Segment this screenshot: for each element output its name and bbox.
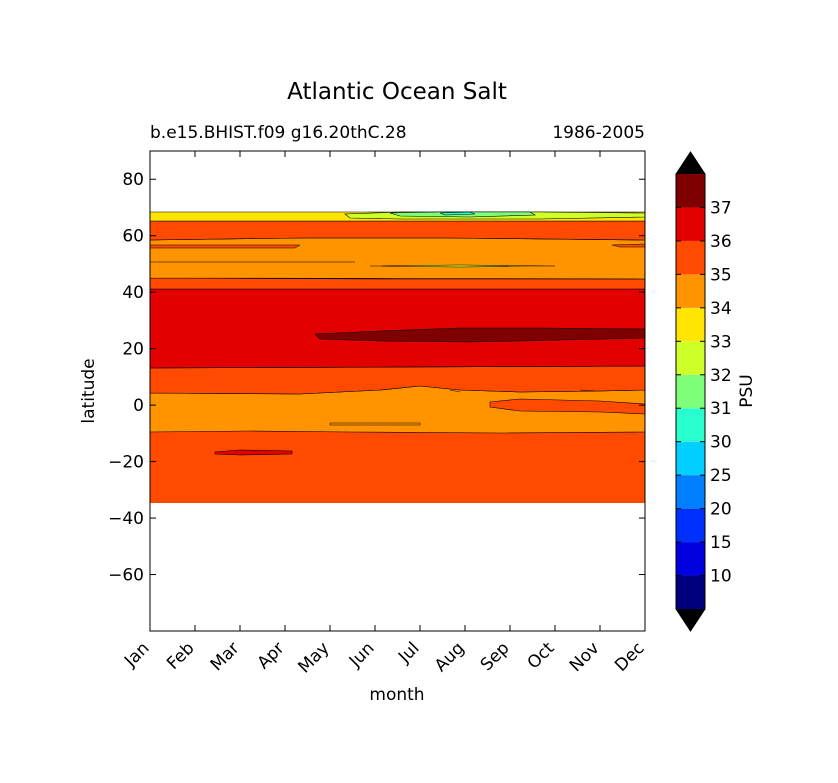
x-tick-label: Feb [163, 638, 198, 673]
feature-35-tongue-east [489, 398, 645, 415]
x-tick-label: Nov [566, 638, 604, 676]
y-tick-label: 80 [122, 170, 144, 190]
chart-subtitle-left: b.e15.BHIST.f09 g16.20thC.28 [150, 123, 407, 143]
y-tick-label: 60 [122, 227, 144, 247]
colorbar-tick-label: 31 [710, 399, 732, 419]
x-tick-label: Jun [345, 638, 379, 672]
feature-35-edge-line [579, 389, 596, 392]
feature-35-lens-south [214, 449, 293, 456]
x-tick-label: Mar [207, 638, 244, 675]
colorbar-segment [676, 575, 705, 609]
band-north-34 [150, 237, 645, 280]
plot-area [150, 151, 645, 631]
chart-subtitle-right: 1986-2005 [552, 123, 645, 143]
colorbar-segment [676, 341, 705, 375]
colorbar-tick-label: 15 [710, 533, 732, 553]
colorbar-tick-label: 25 [710, 466, 732, 486]
colorbar-tick-label: 35 [710, 265, 732, 285]
y-tick-label: 20 [122, 340, 144, 360]
x-tick-label: Dec [611, 638, 648, 675]
colorbar-tick-label: 33 [710, 332, 732, 352]
colorbar-segment [676, 475, 705, 509]
band-equator-35 [150, 365, 645, 395]
band-north-35-lower [150, 277, 645, 290]
band-north-35-upper [150, 220, 645, 241]
colorbar-tick-label: 20 [710, 500, 732, 520]
colorbar-label: PSU [737, 374, 757, 408]
colorbar-segment [676, 542, 705, 576]
y-axis: 80 60 40 20 0 −20 −40 −60 [108, 170, 645, 586]
colorbar-segment [676, 240, 705, 275]
feature-35-edge-line2 [449, 389, 461, 393]
colorbar-segment [676, 174, 705, 208]
x-tick-label: Sep [477, 638, 514, 675]
colorbar-segment [676, 207, 705, 241]
colorbar-tick-label: 34 [710, 299, 732, 319]
feature-33-line [369, 264, 556, 268]
colorbar-tick-label: 10 [710, 567, 732, 587]
y-tick-label: −40 [108, 509, 144, 529]
x-tick-label: Apr [254, 638, 289, 673]
x-tick-label: Aug [431, 638, 469, 676]
y-tick-label: 40 [122, 283, 144, 303]
plot-frame [149, 150, 646, 632]
feature-35-tongue-dec [611, 243, 645, 248]
feature-34-lens-low [329, 422, 421, 426]
colorbar-tick-label: 30 [710, 433, 732, 453]
y-tick-label: −20 [108, 453, 144, 473]
colorbar-outline [675, 151, 706, 632]
colorbar-tick-label: 37 [710, 198, 732, 218]
feature-35-tongue-west [150, 244, 301, 249]
colorbar: 10 15 20 25 30 31 32 33 34 35 36 37 [675, 151, 732, 632]
band-north-30 [439, 211, 476, 216]
y-tick-label: 0 [133, 396, 144, 416]
x-axis-label: month [369, 685, 424, 705]
x-tick-label: Jul [394, 638, 423, 667]
x-tick-label: Oct [524, 638, 559, 673]
colorbar-segment [676, 307, 705, 342]
x-tick-label: Jan [120, 638, 153, 671]
y-axis-label: latitude [79, 358, 99, 423]
chart-title: Atlantic Ocean Salt [287, 79, 507, 105]
colorbar-tick-label: 32 [710, 366, 732, 386]
colorbar-segment [676, 408, 705, 442]
band-subtropic-37 [314, 327, 645, 343]
colorbar-segment [676, 374, 705, 409]
colorbar-extend-low [676, 609, 705, 631]
x-tick-label: May [295, 638, 334, 677]
colorbar-tick-label: 36 [710, 232, 732, 252]
colorbar-segment [676, 508, 705, 543]
y-tick-label: −60 [108, 566, 144, 586]
colorbar-segment [676, 441, 705, 476]
colorbar-extend-high [676, 152, 705, 174]
colorbar-segment [676, 274, 705, 308]
band-south-35 [150, 430, 645, 503]
